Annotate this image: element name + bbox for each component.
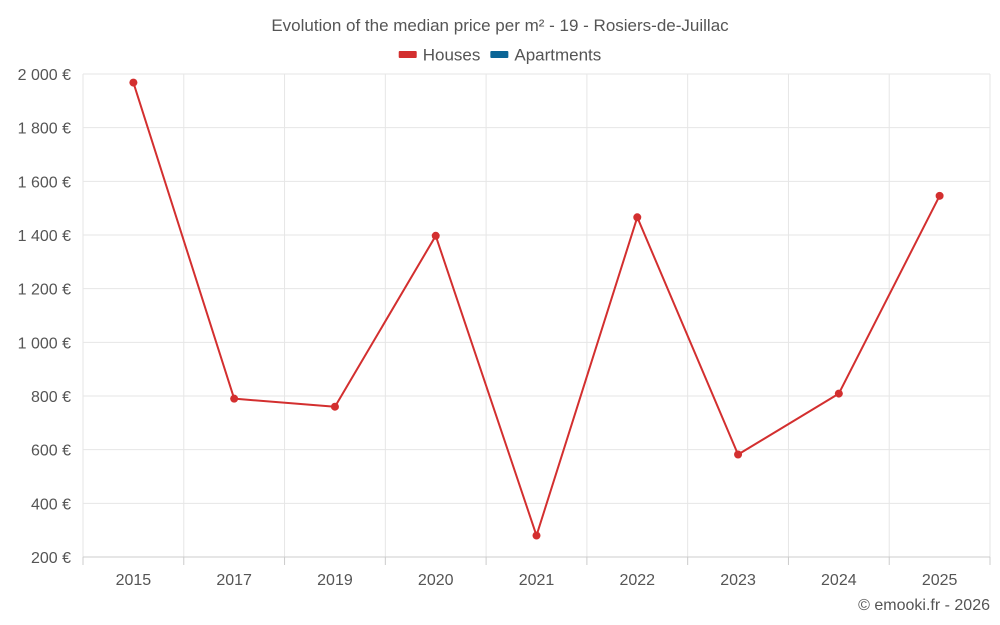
data-point[interactable]: [633, 213, 642, 222]
y-axis-ticks: 200 € 400 € 600 € 800 € 1 000 € 1 200 € 1 400 …: [18, 67, 71, 567]
x-tick-label: 2017: [216, 572, 252, 589]
series-line-houses: [132, 82, 941, 537]
data-point[interactable]: [230, 394, 239, 403]
y-tick-label: 800 €: [31, 389, 71, 406]
x-tick-label: 2020: [418, 572, 454, 589]
x-tick-label: 2023: [720, 572, 756, 589]
x-tick-label: 2024: [821, 572, 857, 589]
x-tick-label: 2025: [922, 572, 958, 589]
y-tick-label: 1 000 €: [18, 335, 71, 352]
legend-swatch: [490, 51, 509, 58]
legend-item-apartments[interactable]: Apartments: [490, 45, 601, 64]
x-tick-label: 2021: [519, 572, 555, 589]
y-tick-label: 1 200 €: [18, 282, 71, 299]
x-tick-label: 2015: [116, 572, 152, 589]
legend-item-houses[interactable]: Houses: [398, 45, 481, 64]
data-point[interactable]: [834, 389, 843, 398]
data-point[interactable]: [431, 231, 440, 240]
legend-label: Apartments: [514, 45, 601, 64]
data-point[interactable]: [734, 450, 743, 459]
y-tick-label: 1 400 €: [18, 228, 71, 245]
chart-title: Evolution of the median price per m² - 1…: [271, 16, 729, 35]
credit-text: © emooki.fr - 2026: [858, 597, 990, 614]
x-axis-ticks: 2015 2017 2019 2020 2021 2022 2023 2024 2025: [82, 557, 991, 589]
legend: Houses Apartments: [398, 45, 601, 64]
y-tick-label: 400 €: [31, 496, 71, 513]
data-point[interactable]: [330, 402, 339, 411]
series-group: [129, 78, 944, 540]
y-tick-label: 1 800 €: [18, 121, 71, 138]
legend-swatch: [398, 51, 417, 58]
data-point[interactable]: [129, 78, 138, 87]
y-tick-label: 600 €: [31, 443, 71, 460]
y-gridlines: [83, 73, 990, 558]
data-point[interactable]: [532, 531, 541, 540]
data-point[interactable]: [935, 191, 944, 200]
legend-label: Houses: [423, 45, 481, 64]
x-tick-label: 2019: [317, 572, 353, 589]
x-gridlines: [82, 74, 991, 557]
y-tick-label: 200 €: [31, 550, 71, 567]
y-tick-label: 2 000 €: [18, 67, 71, 84]
x-tick-label: 2022: [619, 572, 655, 589]
y-tick-label: 1 600 €: [18, 174, 71, 191]
